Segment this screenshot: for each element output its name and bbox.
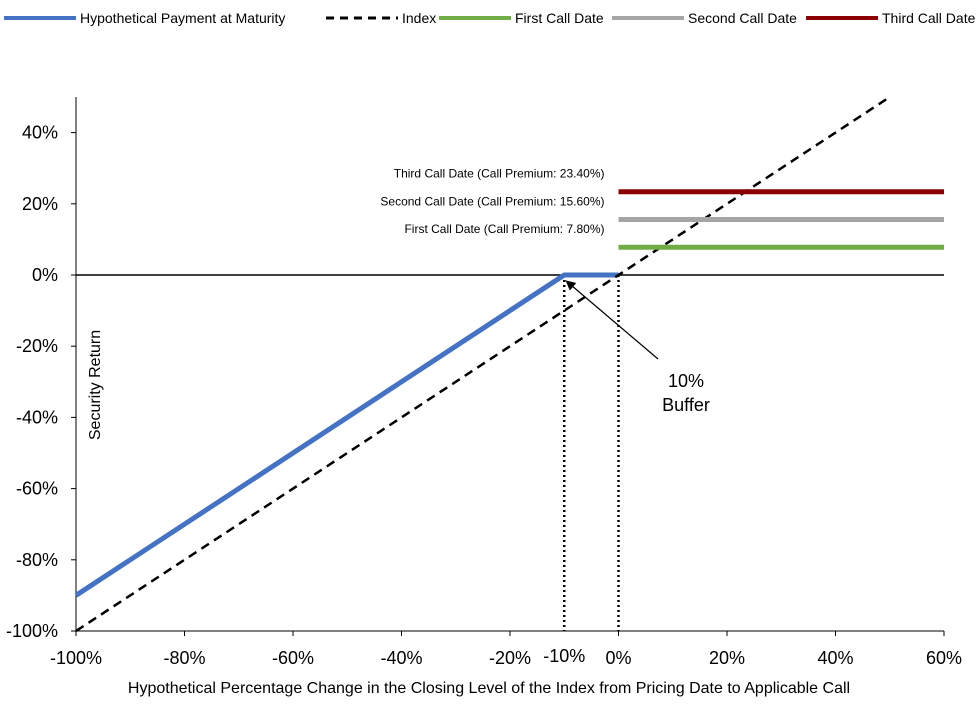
buffer-arrow (565, 280, 659, 360)
legend-label: First Call Date (515, 10, 604, 26)
x-tick-label: -60% (272, 648, 314, 668)
x-tick-label: 20% (709, 648, 745, 668)
x-tick-label: -40% (380, 648, 422, 668)
legend-label: Index (402, 10, 436, 26)
y-tick-label: -100% (6, 621, 58, 641)
x-axis-title: Hypothetical Percentage Change in the Cl… (128, 680, 850, 697)
hypothetical-payment-at-maturity-line (74, 272, 619, 598)
call-label: Second Call Date (Call Premium: 15.60%) (380, 194, 604, 208)
y-tick-label: 40% (22, 123, 58, 143)
call-label: Third Call Date (Call Premium: 23.40%) (394, 167, 605, 181)
x-tick-label: -20% (489, 648, 531, 668)
x-tick-label: -80% (163, 648, 205, 668)
x-tick-label: 60% (926, 648, 962, 668)
y-axis: 40% 20% 0% -20% -40% -60% -80% -100% (6, 97, 77, 641)
x-tick-label-extra: -10% (543, 646, 585, 666)
y-tick-label: -20% (16, 336, 58, 356)
call-label: First Call Date (Call Premium: 7.80%) (404, 222, 604, 236)
y-tick-label: -60% (16, 479, 58, 499)
index-line (75, 95, 891, 633)
y-tick-label: 20% (22, 194, 58, 214)
legend: Hypothetical Payment at Maturity Index Fir… (4, 10, 976, 26)
x-tick-label: 0% (605, 648, 631, 668)
buffer-annotation-line: Buffer (662, 395, 710, 415)
plot-area: First Call Date (Call Premium: 7.80%) Sec… (74, 95, 944, 633)
legend-label: Third Call Date (882, 10, 976, 26)
x-tick-label: 40% (817, 648, 853, 668)
x-axis: -100% -80% -60% -40% -20% 0% 20% 40% 60% -10% (50, 630, 962, 668)
y-tick-label: -40% (16, 407, 58, 427)
y-axis-title: Security Return (87, 330, 104, 440)
legend-label: Second Call Date (688, 10, 797, 26)
buffer-annotation-line: 10% (668, 371, 704, 391)
x-tick-label: -100% (50, 648, 102, 668)
y-tick-label: -80% (16, 550, 58, 570)
legend-label: Hypothetical Payment at Maturity (80, 10, 285, 26)
y-tick-label: 0% (32, 265, 58, 285)
